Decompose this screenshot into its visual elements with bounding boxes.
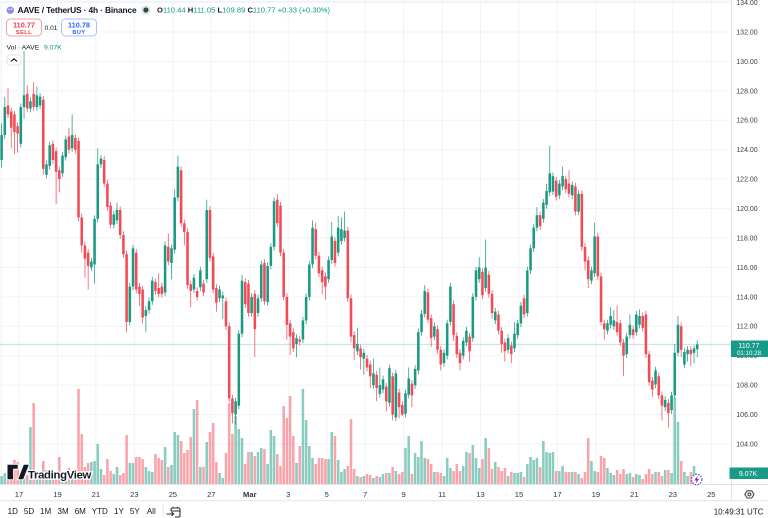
svg-text:128.00: 128.00 bbox=[736, 88, 758, 95]
svg-text:108.00: 108.00 bbox=[736, 383, 758, 390]
svg-text:114.00: 114.00 bbox=[737, 294, 758, 301]
svg-text:23: 23 bbox=[669, 490, 677, 499]
svg-text:118.00: 118.00 bbox=[737, 235, 758, 242]
svg-text:120.00: 120.00 bbox=[736, 206, 758, 213]
svg-text:0.01: 0.01 bbox=[45, 25, 58, 32]
svg-text:3M: 3M bbox=[58, 507, 69, 516]
svg-text:SELL: SELL bbox=[16, 30, 32, 36]
svg-text:1Y: 1Y bbox=[114, 507, 124, 516]
svg-text:1M: 1M bbox=[40, 507, 51, 516]
svg-text:13: 13 bbox=[476, 490, 484, 499]
svg-text:All: All bbox=[147, 507, 156, 516]
svg-text:11: 11 bbox=[438, 490, 446, 499]
svg-text:YTD: YTD bbox=[92, 507, 108, 516]
svg-text:5D: 5D bbox=[24, 507, 34, 516]
svg-text:134.00: 134.00 bbox=[736, 0, 758, 7]
svg-text:21: 21 bbox=[92, 490, 100, 499]
svg-text:19: 19 bbox=[53, 490, 61, 499]
svg-text:122.00: 122.00 bbox=[736, 177, 758, 184]
svg-text:124.00: 124.00 bbox=[736, 147, 758, 154]
svg-text:15: 15 bbox=[515, 490, 523, 499]
svg-text:10:49:31 UTC: 10:49:31 UTC bbox=[714, 507, 764, 516]
svg-text:01:10:28: 01:10:28 bbox=[737, 350, 762, 357]
svg-text:110.77: 110.77 bbox=[13, 21, 35, 30]
svg-text:6M: 6M bbox=[75, 507, 86, 516]
svg-text:9: 9 bbox=[401, 490, 405, 499]
svg-text:5Y: 5Y bbox=[130, 507, 140, 516]
svg-text:17: 17 bbox=[15, 490, 23, 499]
svg-text:132.00: 132.00 bbox=[736, 29, 758, 36]
svg-text:25: 25 bbox=[169, 490, 177, 499]
svg-text:17: 17 bbox=[553, 490, 561, 499]
svg-text:BUY: BUY bbox=[72, 30, 85, 36]
svg-text:9.07K: 9.07K bbox=[739, 471, 758, 478]
svg-text:TradingView: TradingView bbox=[28, 469, 92, 481]
svg-text:O110.44 H111.05 L109.89 C110.7: O110.44 H111.05 L109.89 C110.77 +0.33 (+… bbox=[157, 6, 331, 15]
svg-text:3: 3 bbox=[286, 490, 290, 499]
svg-text:7: 7 bbox=[363, 490, 367, 499]
svg-text:25: 25 bbox=[707, 490, 715, 499]
svg-text:112.00: 112.00 bbox=[737, 324, 758, 331]
svg-text:21: 21 bbox=[630, 490, 638, 499]
svg-text:110.78: 110.78 bbox=[68, 21, 90, 30]
svg-text:110.77: 110.77 bbox=[739, 343, 760, 350]
svg-text:23: 23 bbox=[130, 490, 138, 499]
svg-text:9.07K: 9.07K bbox=[44, 45, 62, 52]
svg-text:27: 27 bbox=[207, 490, 215, 499]
svg-text:AAVE / TetherUS · 4h · Binance: AAVE / TetherUS · 4h · Binance bbox=[18, 5, 137, 15]
svg-text:19: 19 bbox=[592, 490, 600, 499]
svg-text:Mar: Mar bbox=[243, 490, 257, 499]
svg-text:130.00: 130.00 bbox=[736, 59, 758, 66]
svg-text:126.00: 126.00 bbox=[736, 118, 758, 125]
svg-text:Vol · AAVE: Vol · AAVE bbox=[7, 45, 40, 52]
svg-text:116.00: 116.00 bbox=[737, 265, 758, 272]
svg-text:106.00: 106.00 bbox=[736, 412, 758, 419]
svg-text:TradingView: TradingView bbox=[28, 469, 92, 481]
svg-text:104.00: 104.00 bbox=[736, 441, 758, 448]
svg-text:1D: 1D bbox=[8, 507, 18, 516]
svg-text:5: 5 bbox=[325, 490, 329, 499]
